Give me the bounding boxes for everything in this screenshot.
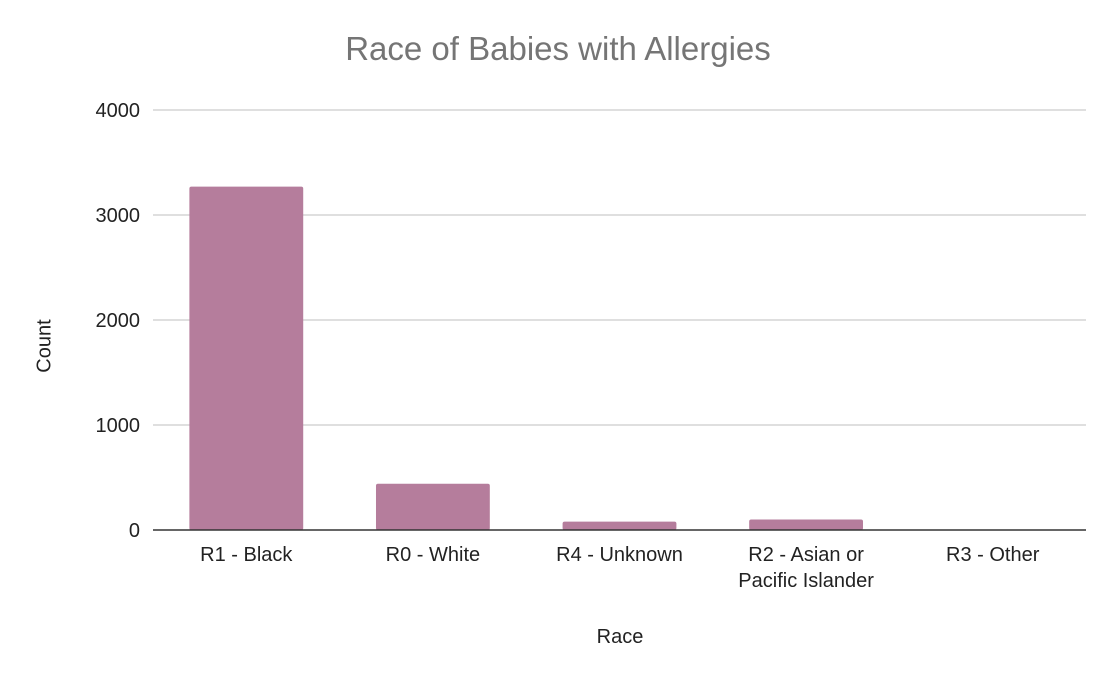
bar [189, 186, 304, 530]
y-tick-label: 0 [129, 520, 140, 542]
x-tick-label: R0 - White [386, 544, 480, 566]
x-axis-label: Race [596, 626, 644, 648]
bar [375, 483, 490, 530]
y-tick-label: 3000 [96, 205, 141, 227]
y-tick-label: 2000 [96, 310, 141, 332]
y-tick-label: 4000 [96, 100, 141, 122]
chart-title: Race of Babies with Allergies [345, 30, 771, 67]
y-tick-label: 1000 [96, 415, 141, 437]
x-tick-label: R2 - Asian or Pacific Islander [738, 544, 874, 592]
x-tick-label: R1 - Black [200, 544, 293, 566]
bar [749, 519, 864, 530]
bar [562, 521, 677, 530]
x-tick-label: R3 - Other [946, 544, 1040, 566]
x-tick-label: R4 - Unknown [556, 544, 683, 566]
